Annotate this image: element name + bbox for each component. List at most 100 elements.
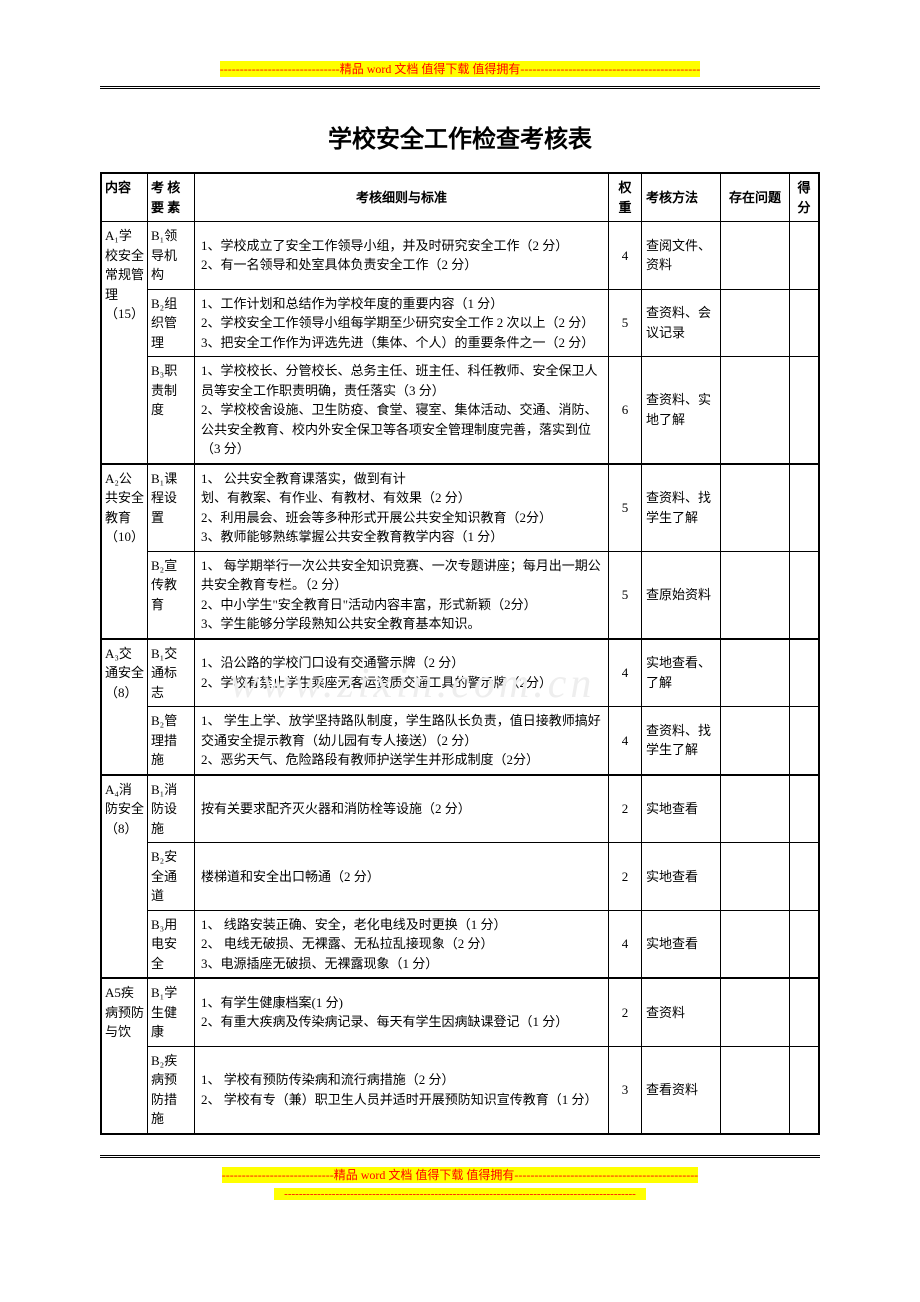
header-problem: 存在问题 [721, 173, 790, 222]
header-method: 考核方法 [642, 173, 721, 222]
banner-label: 精品 word 文档 值得下载 值得拥有 [340, 62, 521, 76]
category-cell: A₄消防安全（8） [101, 775, 148, 979]
banner-dashes-left: ------------------------------ [220, 62, 340, 76]
category-cell: A₁学校安全常规管理（15） [101, 222, 148, 464]
score-cell [790, 978, 820, 1046]
detail-cell: 1、有学生健康档案(1 分)2、有重大疾病及传染病记录、每天有学生因病缺课登记（… [195, 978, 609, 1046]
method-cell: 查资料、实地了解 [642, 357, 721, 464]
element-cell: B₃用 电安 全 [148, 910, 195, 978]
footer-dashes-right: ----------------------------------------… [514, 1168, 698, 1182]
weight-cell: 4 [609, 707, 642, 775]
header-category: 内容 [101, 173, 148, 222]
table-row: A₃交通安全（8）B₁交 通标 志1、沿公路的学校门口设有交通警示牌（2 分）2… [101, 639, 819, 707]
table-row: B₂组 织管 理1、工作计划和总结作为学校年度的重要内容（1 分）2、学校安全工… [101, 289, 819, 357]
header-weight: 权重 [609, 173, 642, 222]
weight-cell: 2 [609, 978, 642, 1046]
method-cell: 实地查看 [642, 910, 721, 978]
assessment-table: 内容 考 核要 素 考核细则与标准 权重 考核方法 存在问题 得分 A₁学校安全… [100, 172, 820, 1135]
weight-cell: 6 [609, 357, 642, 464]
element-cell: B₁消 防设 施 [148, 775, 195, 843]
score-cell [790, 843, 820, 911]
weight-cell: 4 [609, 910, 642, 978]
detail-cell: 楼梯道和安全出口畅通（2 分） [195, 843, 609, 911]
method-cell: 查阅文件、资料 [642, 222, 721, 290]
detail-cell: 1、 公共安全教育课落实，做到有计划、有教案、有作业、有教材、有效果（2 分）2… [195, 464, 609, 552]
score-cell [790, 464, 820, 552]
problem-cell [721, 1046, 790, 1134]
element-cell: B₁课 程设 置 [148, 464, 195, 552]
element-cell: B₂疾 病预 防措 施 [148, 1046, 195, 1134]
banner-dashes-right: ----------------------------------------… [520, 62, 700, 76]
weight-cell: 5 [609, 289, 642, 357]
element-cell: B₂组 织管 理 [148, 289, 195, 357]
detail-cell: 1、学校校长、分管校长、总务主任、班主任、科任教师、安全保卫人员等安全工作职责明… [195, 357, 609, 464]
element-cell: B₁领 导机 构 [148, 222, 195, 290]
weight-cell: 4 [609, 639, 642, 707]
detail-cell: 1、 学生上学、放学坚持路队制度，学生路队长负责，值日接教师搞好交通安全提示教育… [195, 707, 609, 775]
table-row: B₂疾 病预 防措 施1、 学校有预防传染病和流行病措施（2 分）2、 学校有专… [101, 1046, 819, 1134]
problem-cell [721, 551, 790, 639]
table-row: B₂宣 传教 育1、 每学期举行一次公共安全知识竞赛、一次专题讲座；每月出一期公… [101, 551, 819, 639]
method-cell: 查看资料 [642, 1046, 721, 1134]
element-cell: B₁交 通标 志 [148, 639, 195, 707]
table-header-row: 内容 考 核要 素 考核细则与标准 权重 考核方法 存在问题 得分 [101, 173, 819, 222]
document-page: ------------------------------精品 word 文档… [0, 0, 920, 1242]
score-cell [790, 289, 820, 357]
header-detail: 考核细则与标准 [195, 173, 609, 222]
detail-cell: 1、沿公路的学校门口设有交通警示牌（2 分）2、学校有禁止学生乘座无客运资质交通… [195, 639, 609, 707]
top-double-rule [100, 86, 820, 89]
score-cell [790, 639, 820, 707]
category-cell: A5疾病预防与饮 [101, 978, 148, 1134]
problem-cell [721, 843, 790, 911]
method-cell: 查资料、找学生了解 [642, 464, 721, 552]
score-cell [790, 357, 820, 464]
element-cell: B₃职 责制 度 [148, 357, 195, 464]
problem-cell [721, 357, 790, 464]
banner-highlight: ------------------------------精品 word 文档… [220, 61, 700, 77]
table-row: B₃用 电安 全1、 线路安装正确、安全，老化电线及时更换（1 分）2、 电线无… [101, 910, 819, 978]
footer-line2: ----------------------------------------… [274, 1188, 646, 1200]
method-cell: 实地查看 [642, 775, 721, 843]
footer-dashes-left: ---------------------------- [222, 1168, 334, 1182]
score-cell [790, 910, 820, 978]
bottom-double-rule [100, 1155, 820, 1158]
detail-cell: 1、 线路安装正确、安全，老化电线及时更换（1 分）2、 电线无破损、无裸露、无… [195, 910, 609, 978]
footer-banner: ----------------------------精品 word 文档 值… [100, 1166, 820, 1202]
category-cell: A₂公共安全教育（10） [101, 464, 148, 639]
score-cell [790, 775, 820, 843]
score-cell [790, 707, 820, 775]
score-cell [790, 551, 820, 639]
problem-cell [721, 639, 790, 707]
table-row: B₂管 理措 施1、 学生上学、放学坚持路队制度，学生路队长负责，值日接教师搞好… [101, 707, 819, 775]
table-row: A5疾病预防与饮B₁学 生健 康1、有学生健康档案(1 分)2、有重大疾病及传染… [101, 978, 819, 1046]
table-row: B₂安 全通 道楼梯道和安全出口畅通（2 分）2实地查看 [101, 843, 819, 911]
problem-cell [721, 707, 790, 775]
header-score: 得分 [790, 173, 820, 222]
problem-cell [721, 978, 790, 1046]
detail-cell: 1、 每学期举行一次公共安全知识竞赛、一次专题讲座；每月出一期公共安全教育专栏。… [195, 551, 609, 639]
method-cell: 查资料、找学生了解 [642, 707, 721, 775]
footer-line1: ----------------------------精品 word 文档 值… [222, 1167, 698, 1183]
problem-cell [721, 222, 790, 290]
detail-cell: 按有关要求配齐灭火器和消防栓等设施（2 分） [195, 775, 609, 843]
table-row: A₁学校安全常规管理（15）B₁领 导机 构1、学校成立了安全工作领导小组，并及… [101, 222, 819, 290]
weight-cell: 2 [609, 843, 642, 911]
method-cell: 实地查看、了解 [642, 639, 721, 707]
detail-cell: 1、学校成立了安全工作领导小组，并及时研究安全工作（2 分）2、有一名领导和处室… [195, 222, 609, 290]
page-title: 学校安全工作检查考核表 [100, 119, 820, 154]
detail-cell: 1、工作计划和总结作为学校年度的重要内容（1 分）2、学校安全工作领导小组每学期… [195, 289, 609, 357]
table-row: A₄消防安全（8）B₁消 防设 施按有关要求配齐灭火器和消防栓等设施（2 分）2… [101, 775, 819, 843]
method-cell: 查资料 [642, 978, 721, 1046]
header-element: 考 核要 素 [148, 173, 195, 222]
detail-cell: 1、 学校有预防传染病和流行病措施（2 分）2、 学校有专（兼）职卫生人员并适时… [195, 1046, 609, 1134]
element-cell: B₁学 生健 康 [148, 978, 195, 1046]
element-cell: B₂管 理措 施 [148, 707, 195, 775]
weight-cell: 2 [609, 775, 642, 843]
element-cell: B₂宣 传教 育 [148, 551, 195, 639]
weight-cell: 5 [609, 551, 642, 639]
weight-cell: 3 [609, 1046, 642, 1134]
problem-cell [721, 910, 790, 978]
problem-cell [721, 775, 790, 843]
method-cell: 实地查看 [642, 843, 721, 911]
footer-label: 精品 word 文档 值得下载 值得拥有 [334, 1168, 515, 1182]
